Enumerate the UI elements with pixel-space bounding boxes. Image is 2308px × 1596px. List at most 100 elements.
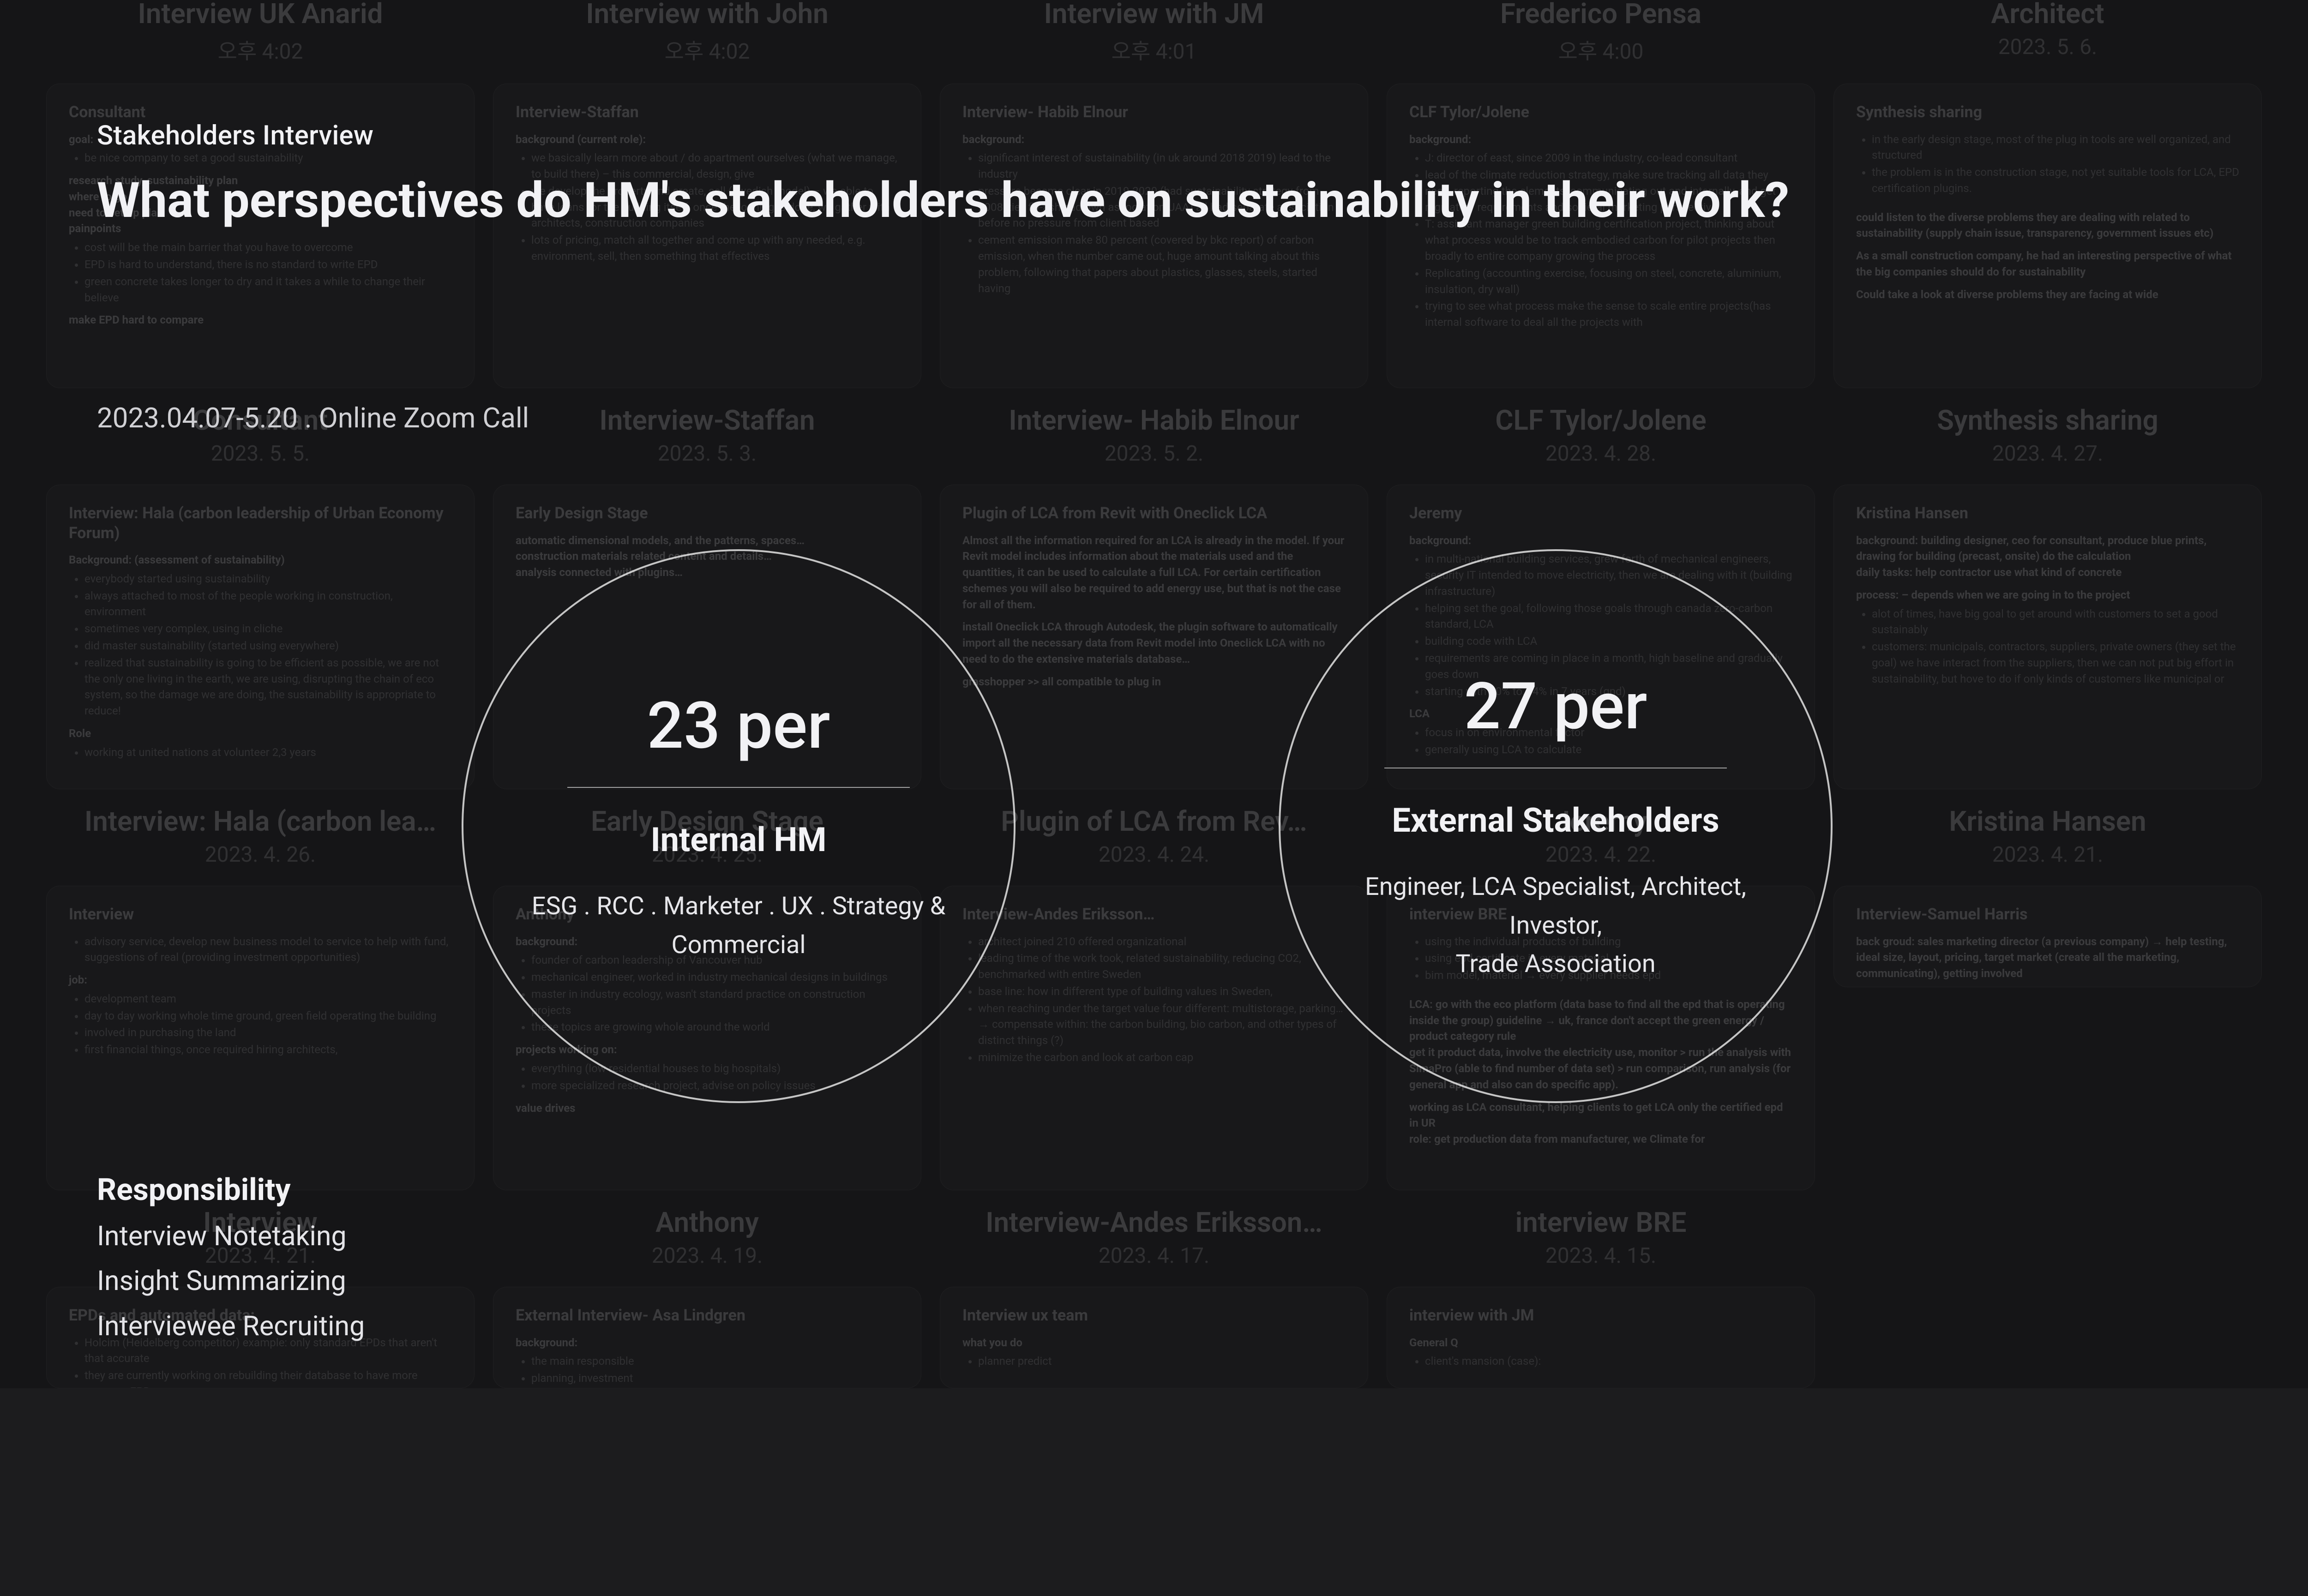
card-title: Jeremy bbox=[1409, 504, 1792, 523]
tile-date: 2023. 4. 22. bbox=[1545, 842, 1656, 867]
note-tile[interactable]: Interview-Staffan background (current ro… bbox=[493, 84, 921, 466]
note-tile[interactable]: Plugin of LCA from Revit with Oneclick L… bbox=[940, 485, 1368, 867]
card-title: Interview-Staffan bbox=[516, 102, 899, 122]
note-card: Interview-Staffan background (current ro… bbox=[493, 84, 921, 388]
card-body: background (current role):we basically l… bbox=[516, 132, 899, 264]
tile-date: 2023. 5. 2. bbox=[1105, 441, 1203, 466]
card-title: Interview bbox=[69, 905, 452, 924]
note-card: Jeremy background:in multi-national buil… bbox=[1387, 485, 1815, 789]
card-title: Interview-Andes Eriksson… bbox=[962, 905, 1346, 924]
card-body: Holcim (Heidelberg competitor) example: … bbox=[69, 1335, 452, 1389]
tile-title: Architect bbox=[1991, 0, 2104, 30]
tile-date: 2023. 4. 21. bbox=[1992, 842, 2103, 867]
note-card: Anthony background:founder of carbon lea… bbox=[493, 886, 921, 1190]
tile-title: Anthony bbox=[655, 1206, 759, 1239]
tile-title: Interview-Andes Eriksson… bbox=[986, 1206, 1322, 1239]
tile-date: 2023. 4. 25. bbox=[652, 842, 763, 867]
note-tile[interactable]: Interview with JM 오후 4:01 bbox=[940, 0, 1368, 65]
card-title: Plugin of LCA from Revit with Oneclick L… bbox=[962, 504, 1346, 523]
note-tile[interactable]: Jeremy background:in multi-national buil… bbox=[1387, 485, 1815, 867]
tile-date: 2023. 4. 15. bbox=[1545, 1243, 1656, 1268]
note-tile[interactable]: Frederico Pensa 오후 4:00 bbox=[1387, 0, 1815, 65]
note-tile[interactable]: Synthesis sharing in the early design st… bbox=[1833, 84, 2262, 466]
card-body: background:the main responsibleplanning,… bbox=[516, 1335, 899, 1386]
tile-title: Synthesis sharing bbox=[1937, 404, 2158, 437]
note-tile[interactable]: Architect 2023. 5. 6. bbox=[1833, 0, 2262, 65]
note-tile[interactable]: Interview UK Anarid 오후 4:02 bbox=[46, 0, 475, 65]
card-body: background:founder of carbon leadership … bbox=[516, 934, 899, 1116]
card-title: Anthony bbox=[516, 905, 899, 924]
note-tile[interactable]: Anthony background:founder of carbon lea… bbox=[493, 886, 921, 1268]
note-tile[interactable]: Interview- Habib Elnour background:signi… bbox=[940, 84, 1368, 466]
note-tile[interactable]: Interview advisory service, develop new … bbox=[46, 886, 475, 1268]
note-tile[interactable]: Kristina Hansen background: building des… bbox=[1833, 485, 2262, 867]
tile-date: 2023. 4. 24. bbox=[1099, 842, 1209, 867]
tile-date: 오후 4:02 bbox=[665, 35, 750, 65]
tile-date: 오후 4:00 bbox=[1558, 35, 1644, 65]
tile-date: 2023. 4. 17. bbox=[1099, 1243, 1209, 1268]
card-body: Background: (assessment of sustainabilit… bbox=[69, 552, 452, 761]
card-title: interview BRE bbox=[1409, 905, 1792, 924]
card-title: Interview- Habib Elnour bbox=[962, 102, 1346, 122]
tile-date: 2023. 5. 3. bbox=[658, 441, 757, 466]
tile-date: 2023. 4. 21. bbox=[205, 1243, 316, 1268]
tile-title: Interview UK Anarid bbox=[138, 0, 383, 30]
note-card: Interview advisory service, develop new … bbox=[46, 886, 475, 1190]
note-tile[interactable]: Interview-Andes Eriksson… architect join… bbox=[940, 886, 1368, 1268]
tile-title: Plugin of LCA from Rev… bbox=[1001, 805, 1307, 838]
note-card: interview BRE using the individual produ… bbox=[1387, 886, 1815, 1190]
note-tile[interactable]: External Interview- Asa Lindgren backgro… bbox=[493, 1287, 921, 1388]
note-tile[interactable]: interview BRE using the individual produ… bbox=[1387, 886, 1815, 1268]
tile-date: 2023. 4. 19. bbox=[652, 1243, 763, 1268]
card-body: goal:be nice company to set a good susta… bbox=[69, 132, 452, 329]
tile-title: Kristina Hansen bbox=[1949, 805, 2146, 838]
note-tile[interactable]: Interview with John 오후 4:02 bbox=[493, 0, 921, 65]
card-title: EPDs and automated data: bbox=[69, 1306, 452, 1326]
note-card: Kristina Hansen background: building des… bbox=[1833, 485, 2262, 789]
tile-title: Interview with John bbox=[586, 0, 828, 30]
tile-title: Consultant bbox=[193, 404, 328, 437]
note-card: External Interview- Asa Lindgren backgro… bbox=[493, 1287, 921, 1388]
tile-title: Interview- Habib Elnour bbox=[1009, 404, 1299, 437]
note-tile[interactable]: Interview ux team what you doplanner pre… bbox=[940, 1287, 1368, 1388]
tile-title: Jeremy bbox=[1555, 805, 1647, 838]
card-title: Interview: Hala (carbon leadership of Ur… bbox=[69, 504, 452, 543]
card-title: Kristina Hansen bbox=[1856, 504, 2239, 523]
tile-title: interview BRE bbox=[1515, 1206, 1687, 1239]
note-tile[interactable]: EPDs and automated data: Holcim (Heidelb… bbox=[46, 1287, 475, 1388]
note-card: Interview-Andes Eriksson… architect join… bbox=[940, 886, 1368, 1190]
card-body: what you doplanner predict bbox=[962, 1335, 1346, 1370]
tile-date: 2023. 4. 26. bbox=[205, 842, 316, 867]
note-tile[interactable]: CLF Tylor/Jolene background:J: director … bbox=[1387, 84, 1815, 466]
card-title: interview with JM bbox=[1409, 1306, 1792, 1326]
tile-title: Interview: Hala (carbon lea… bbox=[84, 805, 436, 838]
note-card: Plugin of LCA from Revit with Oneclick L… bbox=[940, 485, 1368, 789]
note-tile[interactable]: interview with JM General Qclient's mans… bbox=[1387, 1287, 1815, 1388]
note-card: Interview ux team what you doplanner pre… bbox=[940, 1287, 1368, 1388]
tile-title: Frederico Pensa bbox=[1500, 0, 1701, 30]
card-title: External Interview- Asa Lindgren bbox=[516, 1306, 899, 1326]
note-card: Synthesis sharing in the early design st… bbox=[1833, 84, 2262, 388]
note-card: EPDs and automated data: Holcim (Heidelb… bbox=[46, 1287, 475, 1388]
note-tile[interactable]: Consultant goal:be nice company to set a… bbox=[46, 84, 475, 466]
card-body: using the individual products of buildin… bbox=[1409, 934, 1792, 1148]
card-title: Interview-Samuel Harris bbox=[1856, 905, 2239, 924]
tile-date: 2023. 4. 27. bbox=[1992, 441, 2103, 466]
card-title: CLF Tylor/Jolene bbox=[1409, 102, 1792, 122]
card-body: General Qclient's mansion (case): bbox=[1409, 1335, 1792, 1370]
tile-date: 오후 4:01 bbox=[1112, 35, 1197, 65]
card-title: Early Design Stage bbox=[516, 504, 899, 523]
tile-title: Early Design Stage bbox=[591, 805, 823, 838]
note-card: Interview- Habib Elnour background:signi… bbox=[940, 84, 1368, 388]
card-title: Consultant bbox=[69, 102, 452, 122]
card-body: automatic dimensional models, and the pa… bbox=[516, 533, 899, 581]
card-body: background:significant interest of susta… bbox=[962, 132, 1346, 297]
note-tile[interactable]: Interview-Samuel Harris back groud: sale… bbox=[1833, 886, 2262, 1268]
tile-title: Interview bbox=[203, 1206, 318, 1239]
note-tile[interactable]: Early Design Stage automatic dimensional… bbox=[493, 485, 921, 867]
notes-grid: Interview UK Anarid 오후 4:02 Interview wi… bbox=[0, 0, 2308, 1388]
tile-date: 오후 4:02 bbox=[218, 35, 303, 65]
card-body: background: building designer, ceo for c… bbox=[1856, 533, 2239, 687]
note-tile[interactable]: Interview: Hala (carbon leadership of Ur… bbox=[46, 485, 475, 867]
tile-title: CLF Tylor/Jolene bbox=[1495, 404, 1707, 437]
